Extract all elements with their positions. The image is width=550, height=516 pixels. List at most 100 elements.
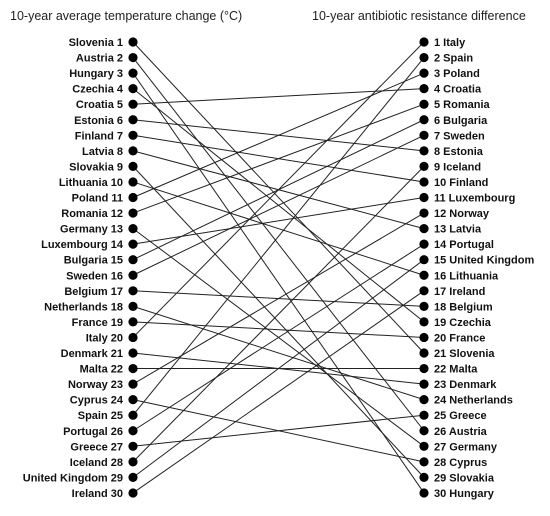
right-dot-france [419,332,429,343]
left-label-sweden: Sweden 16 [66,270,123,282]
left-label-romania: Romania 12 [61,208,123,220]
right-dot-greece [419,410,429,420]
left-dot-bulgaria [128,255,138,265]
right-dot-italy [419,37,429,47]
left-label-slovenia: Slovenia 1 [69,37,123,49]
right-label-croatia: 4 Croatia [434,84,482,96]
left-dot-czechia [128,84,138,94]
left-dot-germany [128,224,138,234]
right-dot-cyprus [419,457,429,467]
left-dot-iceland [128,457,138,467]
connector-united-kingdom [132,259,425,478]
right-label-hungary: 30 Hungary [434,488,495,500]
right-label-italy: 1 Italy [434,37,466,49]
left-label-greece: Greece 27 [70,441,123,453]
connector-ireland [132,290,425,494]
connector-lines [132,41,425,494]
right-label-lithuania: 16 Lithuania [434,270,499,282]
left-title: 10-year average temperature change (°C) [10,9,242,23]
connector-italy [132,41,425,338]
right-label-iceland: 9 Iceland [434,161,481,173]
left-label-france: France 19 [72,317,123,329]
connector-slovenia [132,41,425,354]
left-label-iceland: Iceland 28 [70,457,123,469]
right-dot-ireland [419,286,429,296]
right-label-spain: 2 Spain [434,53,473,65]
right-label-germany: 27 Germany [434,441,498,453]
right-dot-spain [419,52,429,63]
right-dot-germany [419,441,429,451]
left-dot-poland [128,192,138,203]
left-dot-greece [128,441,138,451]
right-dot-belgium [419,301,429,311]
connector-hungary [132,72,425,494]
right-label-poland: 3 Poland [434,68,480,80]
right-label-slovenia: 21 Slovenia [434,348,495,360]
left-label-poland: Poland 11 [72,193,123,205]
right-label-czechia: 19 Czechia [434,317,492,329]
left-label-united-kingdom: United Kingdom 29 [23,472,123,484]
left-dot-finland [128,130,138,140]
left-dot-spain [128,410,138,420]
right-dot-iceland [419,161,429,171]
left-dot-netherlands [128,301,138,311]
connector-romania [132,103,425,214]
right-dot-croatia [419,84,429,94]
connector-poland [132,72,425,198]
connector-spain [132,57,425,416]
right-dot-latvia [419,224,429,234]
right-label-portugal: 14 Portugal [434,239,494,251]
left-label-netherlands: Netherlands 18 [44,301,123,313]
right-label-latvia: 13 Latvia [434,224,482,236]
left-label-norway: Norway 23 [68,379,123,391]
right-dot-slovenia [419,348,429,358]
left-dot-estonia [128,115,138,125]
left-dot-sweden [128,270,138,280]
right-dot-slovakia [419,472,429,482]
right-label-cyprus: 28 Cyprus [434,457,487,469]
connector-slovakia [132,166,425,478]
left-dot-hungary [128,68,138,78]
connector-sweden [132,134,425,276]
left-dot-belgium [128,286,138,296]
left-dot-latvia [128,146,138,156]
connector-france [132,321,425,338]
left-label-latvia: Latvia 8 [82,146,123,158]
left-label-croatia: Croatia 5 [76,99,123,111]
left-label-estonia: Estonia 6 [74,115,123,127]
right-label-ireland: 17 Ireland [434,286,485,298]
left-dot-norway [128,379,138,389]
left-label-hungary: Hungary 3 [69,68,123,80]
right-dot-malta [419,363,429,374]
connector-portugal [132,243,425,432]
left-dot-portugal [128,426,138,436]
left-dot-united-kingdom [128,472,138,482]
right-label-romania: 5 Romania [434,99,491,111]
left-label-luxembourg: Luxembourg 14 [41,239,124,251]
left-dot-lithuania [128,177,138,187]
left-dot-italy [128,332,138,343]
connector-austria [132,57,425,432]
right-label-luxembourg: 11 Luxembourg [434,193,515,205]
left-dot-croatia [128,99,138,109]
right-dot-poland [419,68,429,78]
left-dot-slovenia [128,37,138,47]
right-dot-denmark [419,379,429,389]
right-dot-netherlands [419,395,429,405]
right-dot-luxembourg [419,192,429,203]
right-label-sweden: 7 Sweden [434,130,485,142]
right-dot-portugal [419,239,429,249]
left-dot-romania [128,208,138,218]
right-dot-czechia [419,317,429,327]
left-label-spain: Spain 25 [78,410,123,422]
rank-labels: Slovenia 1 Austria 2 Hungary 3 Czechia 4 Cro… [23,37,535,500]
right-label-slovakia: 29 Slovakia [434,472,495,484]
right-title: 10-year antibiotic resistance difference [312,9,526,23]
right-dot-bulgaria [419,115,429,125]
left-label-italy: Italy 20 [86,332,123,344]
right-label-estonia: 8 Estonia [434,146,484,158]
left-label-czechia: Czechia 4 [72,84,124,96]
left-dot-malta [128,363,138,374]
left-dot-ireland [128,488,138,498]
